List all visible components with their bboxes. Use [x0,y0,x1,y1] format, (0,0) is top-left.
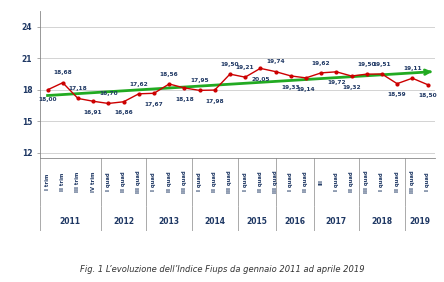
Text: III quad: III quad [364,171,369,193]
Text: 18,18: 18,18 [175,96,194,102]
Text: III quad: III quad [182,171,187,193]
Text: 2015: 2015 [246,217,267,226]
Text: 19,51: 19,51 [373,62,391,67]
Text: IV trim: IV trim [91,172,95,192]
Text: 17,62: 17,62 [129,81,148,87]
Text: II quad: II quad [395,171,400,192]
Text: 18,50: 18,50 [418,93,437,98]
Text: I quad: I quad [197,173,202,191]
Text: 16,86: 16,86 [114,110,133,115]
Text: 19,74: 19,74 [266,60,285,64]
Text: 19,62: 19,62 [312,61,330,66]
Text: III quad: III quad [136,171,141,193]
Text: 17,67: 17,67 [145,102,163,107]
Text: II quad: II quad [258,171,263,192]
Text: Fig. 1 L’evoluzione dell’Indice Fiups da gennaio 2011 ad aprile 2019: Fig. 1 L’evoluzione dell’Indice Fiups da… [79,265,365,274]
Text: I trim: I trim [45,174,50,190]
Text: I quad: I quad [334,173,339,191]
Text: I quad: I quad [288,173,293,191]
Text: 2019: 2019 [409,217,430,226]
Text: 19,50: 19,50 [221,62,239,67]
Text: 16,91: 16,91 [84,110,103,115]
Text: I quad: I quad [106,173,111,191]
Text: II quad: II quad [121,171,126,192]
Text: 18,59: 18,59 [388,92,406,97]
Text: I quad: I quad [425,173,430,191]
Text: 2017: 2017 [326,217,347,226]
Text: 18,68: 18,68 [53,70,72,76]
Text: II quad: II quad [303,171,309,192]
Text: 19,11: 19,11 [403,66,422,71]
Text: 2016: 2016 [284,217,305,226]
Text: 17,95: 17,95 [190,78,209,83]
Text: 19,14: 19,14 [297,87,315,91]
Text: 18,00: 18,00 [38,97,57,102]
Text: 19,21: 19,21 [236,65,254,70]
Text: III quad: III quad [273,171,278,193]
Text: II quad: II quad [212,171,217,192]
Text: I quad: I quad [380,173,385,191]
Text: 18,56: 18,56 [160,72,178,77]
Text: III trim: III trim [75,172,80,192]
Text: 16,70: 16,70 [99,91,118,96]
Text: 2014: 2014 [204,217,225,226]
Text: 2011: 2011 [60,217,81,226]
Text: I quad: I quad [151,173,156,191]
Text: III quad: III quad [227,171,233,193]
Text: 2012: 2012 [113,217,134,226]
Text: III quad: III quad [410,171,415,193]
Text: II trim: II trim [60,173,65,191]
Text: 17,98: 17,98 [206,99,224,104]
Text: 19,32: 19,32 [342,85,361,90]
Text: 2018: 2018 [371,217,392,226]
Text: III: III [319,179,324,185]
Text: 19,72: 19,72 [327,80,345,85]
Text: 20,05: 20,05 [251,77,270,82]
Text: 19,33: 19,33 [281,85,300,89]
Text: 2013: 2013 [159,217,180,226]
Text: II quad: II quad [349,171,354,192]
Text: 17,18: 17,18 [68,86,87,91]
Text: 19,50: 19,50 [357,62,376,67]
Text: II quad: II quad [166,171,172,192]
Text: I quad: I quad [242,173,248,191]
